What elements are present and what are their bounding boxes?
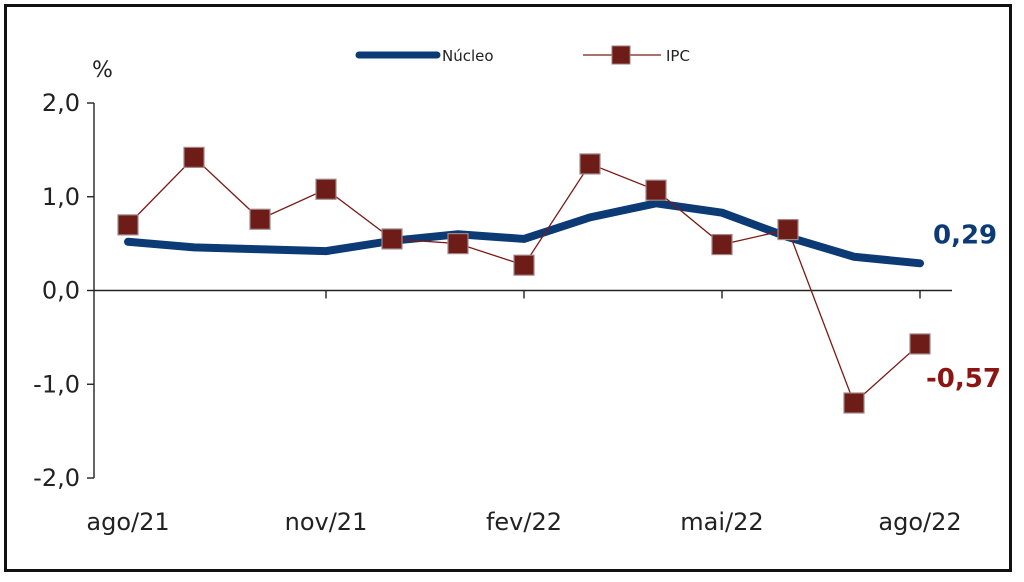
- axes: [87, 102, 952, 479]
- legend-label-ipc: IPC: [666, 47, 690, 65]
- series-line-nucleo: [124, 199, 924, 268]
- y-unit-label: %: [92, 58, 113, 83]
- ipc-point: [711, 233, 733, 256]
- y-tick-labels: 2,0 1,0 0,0 -1,0 -2,0: [33, 89, 80, 492]
- ipc-point: [645, 179, 667, 201]
- ipc-point: [447, 233, 469, 255]
- ipc-point: [249, 208, 271, 230]
- y-tick-label: 2,0: [42, 89, 80, 117]
- series-layer: [117, 146, 931, 414]
- y-tick-label: -2,0: [33, 464, 80, 492]
- x-tick-label: ago/22: [878, 508, 961, 536]
- ipc-point: [843, 392, 865, 414]
- ipc-point: [381, 228, 403, 250]
- legend-label-nucleo: Núcleo: [442, 47, 494, 65]
- legend-swatch-ipc-marker: [611, 45, 631, 65]
- chart-frame: [4, 4, 1012, 572]
- x-tick-label: fev/22: [486, 508, 562, 536]
- y-tick-label: 1,0: [42, 183, 80, 211]
- x-tick-labels: ago/21 nov/21 fev/22 mai/22 ago/22: [86, 508, 961, 536]
- ipc-point: [183, 146, 205, 168]
- y-tick-label: -1,0: [33, 370, 80, 398]
- x-tick-label: ago/21: [86, 508, 169, 536]
- ipc-point: [777, 218, 799, 241]
- series-line-ipc: [127, 156, 921, 405]
- ipc-point: [579, 153, 601, 175]
- ipc-point: [315, 178, 337, 200]
- legend: Núcleo IPC: [355, 45, 690, 65]
- ipc-point: [513, 254, 535, 276]
- x-tick-label: nov/21: [285, 508, 368, 536]
- end-label-ipc: -0,57: [926, 364, 1001, 394]
- y-tick-label: 0,0: [42, 277, 80, 305]
- ipc-point: [909, 333, 931, 355]
- ipc-point: [117, 214, 139, 236]
- end-label-nucleo: 0,29: [933, 220, 997, 250]
- x-tick-label: mai/22: [680, 508, 763, 536]
